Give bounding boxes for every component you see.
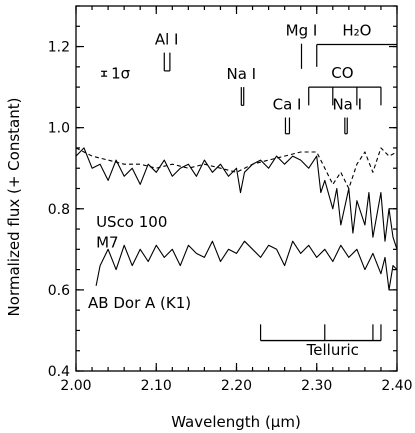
band-label: CO <box>331 64 353 82</box>
series-line-1 <box>75 147 398 250</box>
y-tick-label: 0.4 <box>48 364 70 380</box>
y-axis-title: Normalized flux (+ Constant) <box>5 98 23 317</box>
x-tick-label: 2.40 <box>381 378 412 394</box>
axis-ticks: 2.00 2.10 2.20 2.30 2.40 0.4 0.6 0.8 1.0 1.2 <box>48 5 413 394</box>
line-features: Al I Mg I Na I Ca I Na I <box>155 22 362 135</box>
object-label: M7 <box>96 233 119 251</box>
x-tick-label: 2.20 <box>221 378 252 394</box>
y-tick-label: 0.8 <box>48 202 70 218</box>
band-markers: H₂O CO Telluric <box>259 22 397 359</box>
feature-label: Al I <box>155 31 179 49</box>
x-tick-label: 2.10 <box>141 378 172 394</box>
band-label: Telluric <box>306 341 359 359</box>
band-label: H₂O <box>342 22 371 40</box>
object-labels: USco 100 M7 AB Dor A (K1) 1σ <box>88 65 191 312</box>
x-tick-label: 2.00 <box>60 378 91 394</box>
x-tick-label: 2.30 <box>301 378 332 394</box>
spectra-series <box>75 147 398 291</box>
feature-label: Ca I <box>273 95 302 113</box>
x-axis-title: Wavelength (μm) <box>171 413 301 431</box>
error-bar-label: 1σ <box>111 65 131 83</box>
y-tick-label: 1.2 <box>48 40 70 56</box>
y-tick-label: 0.6 <box>48 283 70 299</box>
feature-label: Mg I <box>286 22 318 40</box>
feature-label: Na I <box>227 65 257 83</box>
y-tick-label: 1.0 <box>48 121 70 137</box>
feature-label: Na I <box>332 95 362 113</box>
object-label: USco 100 <box>96 213 167 231</box>
series-line-3 <box>95 240 398 291</box>
object-label: AB Dor A (K1) <box>88 294 191 312</box>
